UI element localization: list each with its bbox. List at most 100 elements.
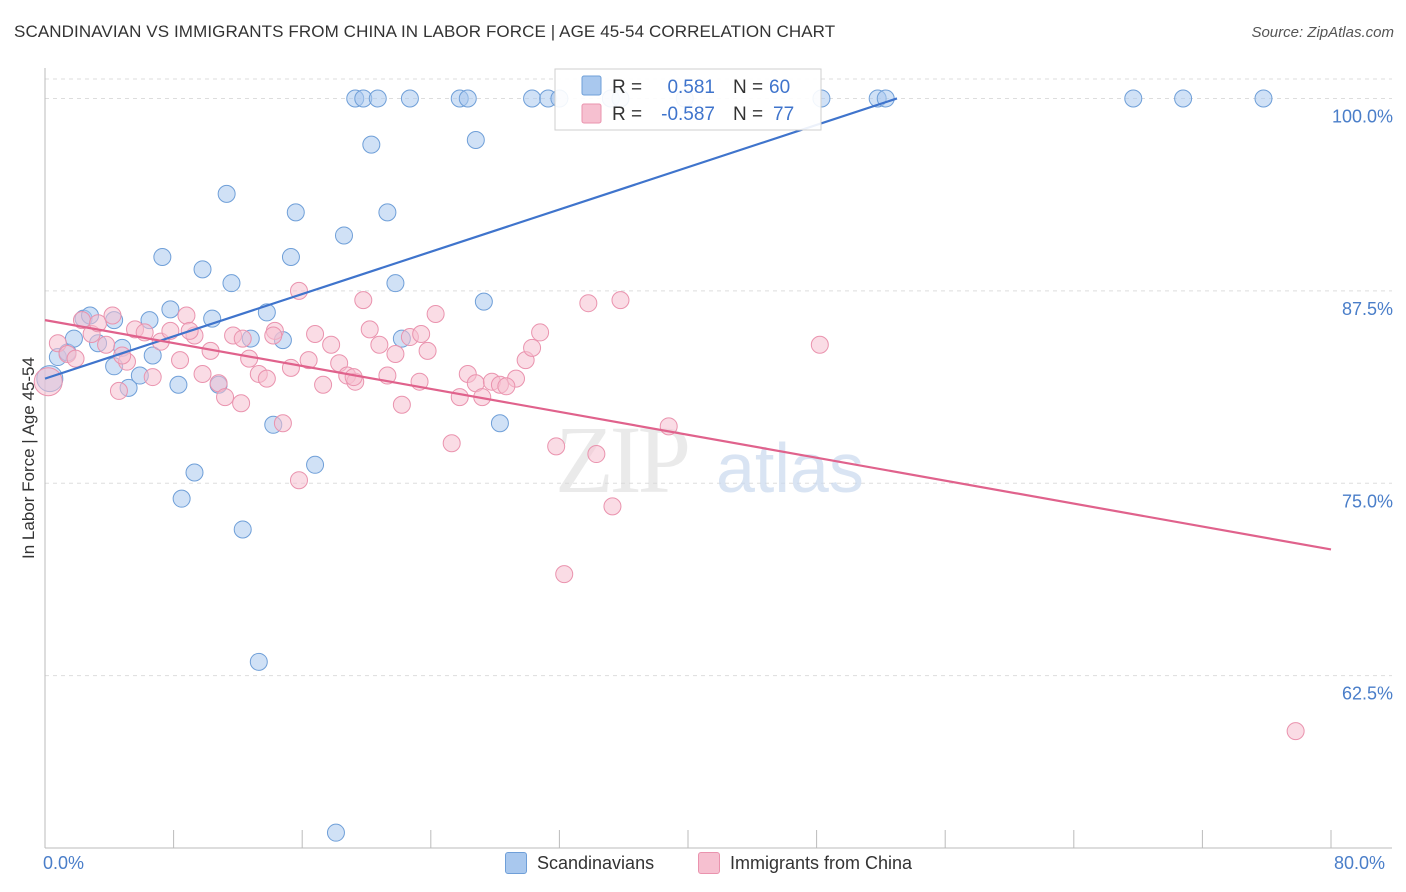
- scatter-point-immigrants-from-china: [579, 294, 598, 313]
- scatter-point-immigrants-from-china: [216, 388, 235, 407]
- scatter-point-scandinavians: [474, 292, 493, 311]
- scatter-point-scandinavians: [1174, 89, 1193, 108]
- trend-lines: [44, 97, 1332, 551]
- scatter-point-scandinavians: [378, 203, 397, 222]
- y-axis-label: In Labor Force | Age 45-54: [19, 357, 38, 559]
- scatter-point-immigrants-from-china: [450, 388, 469, 407]
- scatter-point-immigrants-from-china: [289, 471, 308, 490]
- scatter-point-immigrants-from-china: [233, 329, 252, 348]
- legend-n-value-1: 60: [769, 77, 790, 98]
- scatter-point-scandinavians: [466, 131, 485, 150]
- scatter-point-immigrants-from-china: [314, 375, 333, 394]
- scatter-point-scandinavians: [217, 184, 236, 203]
- legend-r-value-1: 0.581: [667, 77, 715, 98]
- scatter-point-immigrants-from-china: [66, 349, 85, 368]
- scatter-point-immigrants-from-china: [257, 369, 276, 388]
- watermark: ZIP atlas: [555, 406, 864, 513]
- scatter-point-immigrants-from-china: [426, 304, 445, 323]
- scatter-point-scandinavians: [286, 203, 305, 222]
- scatter-point-immigrants-from-china: [322, 335, 341, 354]
- scatter-point-immigrants-from-china: [89, 314, 108, 333]
- scatter-point-scandinavians: [153, 248, 172, 267]
- scatter-point-scandinavians: [1254, 89, 1273, 108]
- scatter-point-immigrants-from-china: [299, 351, 318, 370]
- scatter-point-scandinavians: [523, 89, 542, 108]
- scatter-point-immigrants-from-china: [97, 335, 116, 354]
- scatter-point-immigrants-from-china: [386, 344, 405, 363]
- scatter-point-scandinavians: [64, 329, 83, 348]
- legend-item-scandinavians: Scandinavians: [505, 852, 654, 874]
- scatter-point-immigrants-from-china: [193, 364, 212, 383]
- scatter-point-immigrants-from-china: [360, 320, 379, 339]
- scatter-point-immigrants-from-china: [171, 351, 190, 370]
- scatter-point-immigrants-from-china: [33, 367, 63, 397]
- scatter-point-scandinavians: [172, 489, 191, 508]
- series-immigrants-from-china: [33, 281, 1305, 741]
- scatter-point-immigrants-from-china: [497, 377, 516, 396]
- legend-swatch-immigrants-from-china: [698, 852, 720, 874]
- scatter-point-scandinavians: [400, 89, 419, 108]
- legend-r-label-1: R =: [612, 77, 642, 98]
- legend-n-value-2: 77: [773, 104, 794, 125]
- scatter-point-scandinavians: [143, 346, 162, 365]
- scatter-point-immigrants-from-china: [587, 445, 606, 464]
- scatter-point-immigrants-from-china: [603, 497, 622, 516]
- y-tick-labels: 62.5% 75.0% 87.5% 100.0%: [1332, 106, 1393, 703]
- scatter-point-immigrants-from-china: [103, 306, 122, 325]
- scatter-point-immigrants-from-china: [177, 306, 196, 325]
- scatter-point-scandinavians: [185, 463, 204, 482]
- scatter-point-immigrants-from-china: [232, 394, 251, 413]
- trend-line-immigrants-from-china: [44, 319, 1332, 551]
- scatter-point-scandinavians: [222, 274, 241, 293]
- y-tick-label: 75.0%: [1342, 491, 1393, 511]
- axes: [44, 68, 1392, 849]
- x-tick-label-min: 0.0%: [43, 853, 85, 873]
- scatter-point-scandinavians: [362, 135, 381, 154]
- chart-source: Source: ZipAtlas.com: [1251, 24, 1394, 41]
- scatter-point-immigrants-from-china: [306, 324, 325, 343]
- scatter-point-scandinavians: [458, 89, 477, 108]
- stats-legend: R = 0.581 N = 60 R = -0.587 N = 77: [554, 68, 822, 131]
- scatter-point-immigrants-from-china: [547, 437, 566, 456]
- scatter-point-scandinavians: [306, 455, 325, 474]
- scatter-point-immigrants-from-china: [611, 291, 630, 310]
- y-tick-label: 62.5%: [1342, 684, 1393, 704]
- y-tick-label: 87.5%: [1342, 299, 1393, 319]
- scatter-point-scandinavians: [249, 652, 268, 671]
- scatter-point-immigrants-from-china: [531, 323, 550, 342]
- legend-item-immigrants-from-china: Immigrants from China: [698, 852, 912, 874]
- legend-swatch-scandinavians: [505, 852, 527, 874]
- chart-title: SCANDINAVIAN VS IMMIGRANTS FROM CHINA IN…: [14, 22, 836, 41]
- scatter-point-scandinavians: [281, 248, 300, 267]
- scatter-point-scandinavians: [169, 375, 188, 394]
- legend-swatch-blue: [581, 75, 602, 96]
- legend-n-label-2: N =: [733, 104, 763, 125]
- scatter-point-immigrants-from-china: [523, 338, 542, 357]
- scatter-point-immigrants-from-china: [442, 434, 461, 453]
- scatter-point-immigrants-from-china: [109, 381, 128, 400]
- scatter-point-immigrants-from-china: [273, 414, 292, 433]
- scatter-point-immigrants-from-china: [392, 395, 411, 414]
- scatter-point-immigrants-from-china: [1286, 722, 1305, 741]
- scatter-point-immigrants-from-china: [354, 291, 373, 310]
- scatter-point-immigrants-from-china: [810, 335, 829, 354]
- watermark-atlas: atlas: [716, 429, 864, 507]
- scatter-point-immigrants-from-china: [143, 368, 162, 387]
- scatter-point-immigrants-from-china: [289, 281, 308, 300]
- scatter-point-immigrants-from-china: [264, 326, 283, 345]
- trend-line-scandinavians: [44, 97, 898, 380]
- legend-label-scandinavians: Scandinavians: [537, 852, 655, 873]
- scatter-point-immigrants-from-china: [418, 341, 437, 360]
- scatter-point-scandinavians: [490, 414, 509, 433]
- y-tick-label: 100.0%: [1332, 106, 1393, 126]
- legend-r-value-2: -0.587: [661, 104, 715, 125]
- scatter-point-immigrants-from-china: [555, 565, 574, 584]
- scatter-point-scandinavians: [193, 260, 212, 279]
- scatter-point-scandinavians: [326, 823, 345, 842]
- bottom-legend: Scandinavians Immigrants from China: [0, 852, 1406, 878]
- scatter-point-immigrants-from-china: [370, 335, 389, 354]
- legend-label-immigrants-from-china: Immigrants from China: [730, 852, 913, 873]
- legend-swatch-pink: [581, 103, 602, 124]
- scatter-point-scandinavians: [1124, 89, 1143, 108]
